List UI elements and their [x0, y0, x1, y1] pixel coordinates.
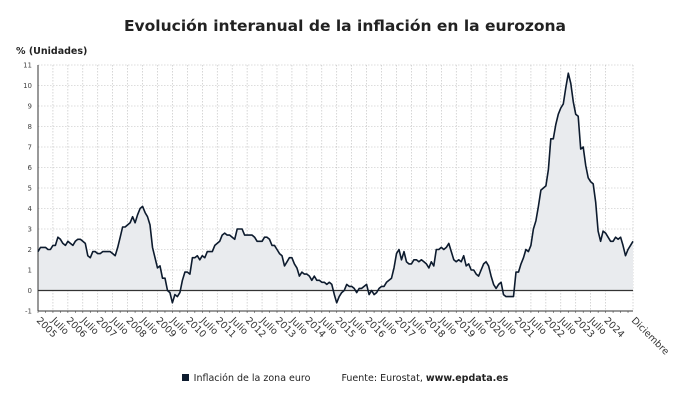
y-tick-label: 0: [28, 287, 32, 295]
y-tick-label: 3: [28, 226, 32, 234]
y-tick-label: 8: [28, 123, 32, 131]
y-tick-label: 5: [28, 185, 32, 193]
x-tick-label: Diciembre: [629, 315, 671, 357]
legend-swatch: [181, 374, 189, 381]
chart-title: Evolución interanual de la inflación en …: [123, 17, 567, 35]
y-tick-label: 1: [28, 267, 32, 275]
y-tick-label: 10: [23, 82, 32, 90]
y-tick-label: 7: [28, 144, 32, 152]
y-tick-label: -1: [25, 308, 32, 316]
area-fill: [38, 73, 633, 303]
y-axis-label: % (Unidades): [16, 46, 88, 57]
source-site: www.epdata.es: [425, 373, 509, 384]
source-note: Fuente: Eurostat, www.epdata.es: [341, 373, 508, 384]
y-tick-label: 2: [28, 246, 32, 254]
y-tick-label: 4: [28, 205, 33, 213]
y-tick-label: 9: [28, 103, 32, 111]
source-prefix: Fuente: Eurostat,: [341, 373, 426, 384]
legend: Inflación de la zona euro Fuente: Eurost…: [0, 373, 690, 384]
series-line-inflacion: [37, 72, 634, 304]
legend-label: Inflación de la zona euro: [193, 373, 311, 384]
y-tick-label: 11: [23, 62, 32, 70]
y-tick-label: 6: [28, 164, 33, 172]
